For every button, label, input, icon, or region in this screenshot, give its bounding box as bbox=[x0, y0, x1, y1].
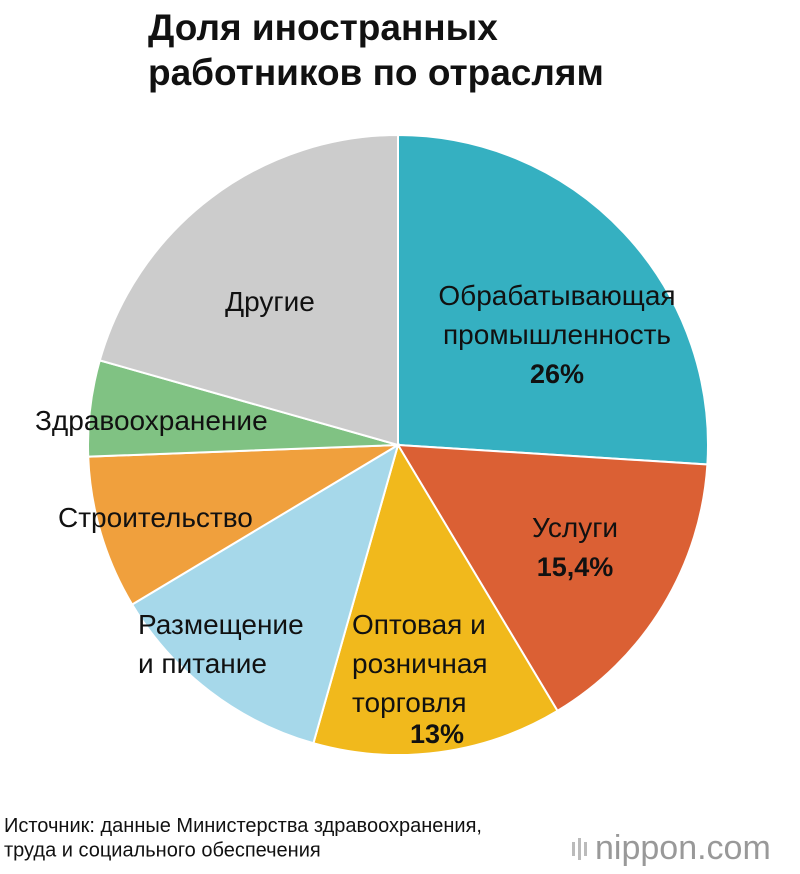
slice-label: Здравоохранение bbox=[35, 405, 268, 436]
pie-slice bbox=[396, 443, 709, 713]
logo-bars bbox=[572, 838, 587, 860]
slice-label: Услуги bbox=[532, 512, 618, 543]
pie: Обрабатывающая промышленность 26% Услуги 15,… bbox=[35, 133, 709, 756]
value-label: 13% bbox=[410, 719, 464, 749]
pie-slice bbox=[397, 133, 709, 466]
slice-label: Размещение и питание bbox=[138, 609, 304, 679]
slice-label: Строительство bbox=[58, 502, 253, 533]
value-label: 15,4% bbox=[537, 552, 614, 582]
value-label: 26% bbox=[530, 359, 584, 389]
slice-label: Оптовая и розничная торговля bbox=[352, 609, 488, 718]
source: Источник: данные Министерства здравоохра… bbox=[4, 815, 482, 861]
slice-label: Обрабатывающая промышленность bbox=[438, 280, 675, 350]
chart-title: Доля иностранных работников по отраслям bbox=[148, 7, 604, 93]
pie-slice bbox=[98, 133, 399, 447]
logo: nippon.com bbox=[595, 829, 771, 867]
pie-slice bbox=[312, 442, 559, 756]
pie-slice bbox=[87, 444, 399, 606]
pie-slice bbox=[130, 442, 400, 745]
slice-label: Другие bbox=[225, 286, 315, 317]
